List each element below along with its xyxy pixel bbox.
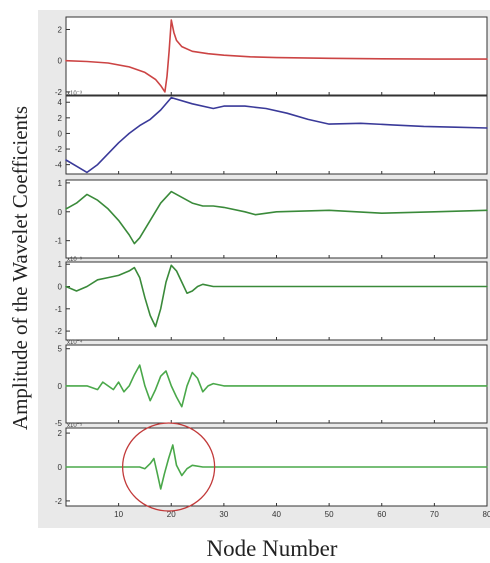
y-axis-label: Amplitude of the Wavelet Coefficients bbox=[8, 106, 32, 430]
panel-6-ytick-label: 2 bbox=[58, 429, 63, 438]
annotation-group bbox=[121, 422, 216, 512]
panel-2-ytick-label: 4 bbox=[58, 98, 63, 107]
panel-6-ytick-label: -2 bbox=[55, 497, 63, 506]
x-axis-label: Node Number bbox=[207, 536, 338, 561]
panel-5: -5 0 5 x10⁻⁴ bbox=[55, 339, 488, 428]
panel-1-ytick-label: 2 bbox=[58, 25, 63, 34]
panel-3-ytick-label: -1 bbox=[55, 237, 63, 246]
panel-2-frame bbox=[65, 95, 488, 175]
panel-6: -2 0 2 x10⁻⁵ bbox=[55, 422, 488, 507]
panel-4-ytick-label: 0 bbox=[58, 283, 63, 292]
panel-6-series-line bbox=[65, 444, 488, 490]
panel-4-series-line bbox=[65, 264, 488, 328]
panel-5-exponent: x10⁻⁴ bbox=[67, 339, 83, 346]
panel-6-ytick-label: 0 bbox=[58, 463, 63, 472]
panel-5-ytick-label: 0 bbox=[58, 382, 63, 391]
panel-1-ytick-label: -2 bbox=[55, 88, 63, 97]
panel-4-exponent: x10⁻³ bbox=[67, 257, 82, 263]
panel-3-ytick-label: 1 bbox=[58, 179, 63, 188]
panel-4-ytick-label: -1 bbox=[55, 305, 63, 314]
panel-6-exponent: x10⁻⁵ bbox=[67, 422, 83, 429]
panel-2-exponent: x10⁻³ bbox=[67, 91, 82, 97]
panel-3-frame bbox=[65, 179, 488, 259]
panel-5-series-line bbox=[65, 364, 488, 408]
x-tick-label: 20 bbox=[167, 510, 176, 519]
panel-1-ytick-label: 0 bbox=[58, 57, 63, 66]
panel-5-ytick-label: -5 bbox=[55, 419, 63, 428]
panel-2-ytick-label: -2 bbox=[55, 145, 63, 154]
x-tick-label: 50 bbox=[325, 510, 334, 519]
panel-5-ytick-label: 5 bbox=[58, 345, 63, 354]
x-tick-label: 60 bbox=[377, 510, 386, 519]
panel-1-series-line bbox=[65, 19, 488, 93]
panel-4-ytick-label: -2 bbox=[55, 327, 63, 336]
highlight-circle bbox=[121, 422, 216, 512]
x-tick-label: 70 bbox=[430, 510, 439, 519]
panel-2: -4 -2 0 2 4 x10⁻³ bbox=[55, 91, 488, 175]
panel-2-ytick-label: 2 bbox=[58, 114, 63, 123]
x-tick-label: 30 bbox=[219, 510, 228, 519]
panel-3: -1 0 1 bbox=[55, 179, 488, 259]
panel-4-frame bbox=[65, 261, 488, 341]
x-axis: 10 20 30 40 50 60 70 80 bbox=[114, 510, 490, 519]
panel-2-ytick-label: 0 bbox=[58, 129, 63, 138]
panel-4-ytick-label: 1 bbox=[58, 260, 63, 269]
x-tick-label: 10 bbox=[114, 510, 123, 519]
panel-3-ytick-label: 0 bbox=[58, 208, 63, 217]
panel-3-series-line bbox=[65, 190, 488, 245]
panel-1-frame bbox=[65, 16, 488, 96]
panel-2-series-line bbox=[65, 96, 488, 174]
panel-1: -2 0 2 bbox=[55, 16, 488, 97]
x-tick-label: 40 bbox=[272, 510, 281, 519]
x-tick-label: 80 bbox=[483, 510, 490, 519]
panel-2-ytick-label: -4 bbox=[55, 161, 63, 170]
panel-5-frame bbox=[65, 344, 488, 424]
panels-group: -2 0 2 -4 -2 0 2 4 x10⁻³ -1 0 1 -2 -1 0 1 x10⁻³ -5 0 5 x10⁻⁴… bbox=[55, 16, 488, 507]
panel-4: -2 -1 0 1 x10⁻³ bbox=[55, 257, 488, 341]
